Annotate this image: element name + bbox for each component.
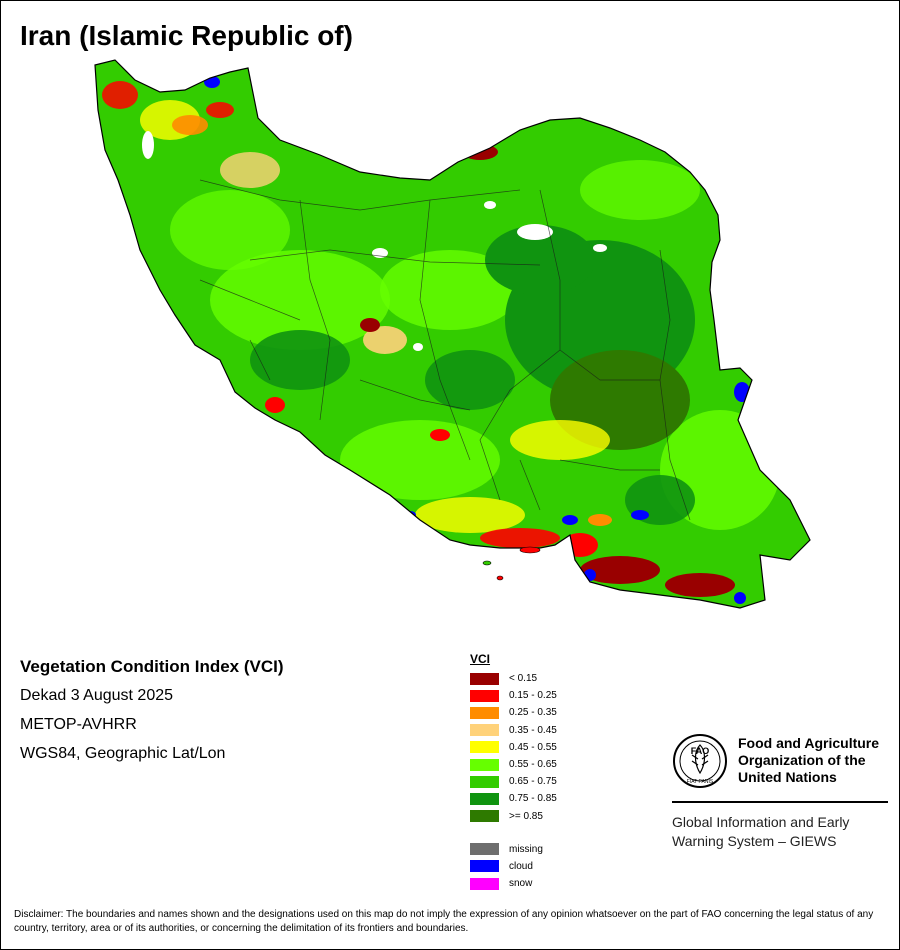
legend-swatch <box>470 689 499 702</box>
fao-name-line3: United Nations <box>738 769 837 785</box>
fao-name-line1: Food and Agriculture <box>738 735 880 751</box>
island <box>482 560 492 566</box>
legend-swatch <box>470 810 499 823</box>
legend-title: VCI <box>470 652 491 666</box>
legend-label: 0.25 - 0.35 <box>509 707 557 719</box>
legend-label: 0.75 - 0.85 <box>509 793 557 805</box>
legend-label: 0.45 - 0.55 <box>509 741 557 753</box>
legend-swatch <box>470 792 499 805</box>
legend-swatch <box>470 724 499 737</box>
divider <box>672 801 888 803</box>
fao-emblem-motto: FIAT PANIS <box>687 779 714 785</box>
island <box>496 575 504 581</box>
legend-swatch <box>470 672 499 685</box>
legend-label: cloud <box>509 860 533 872</box>
island <box>519 546 541 554</box>
country-boundary <box>94 59 811 609</box>
legend-item: 0.55 - 0.65 <box>470 756 557 773</box>
legend-item: < 0.15 <box>470 670 557 687</box>
fao-name: Food and Agriculture Organization of the… <box>738 735 898 786</box>
legend-label: < 0.15 <box>509 673 538 685</box>
giews-line2: Warning System – GIEWS <box>672 833 837 849</box>
fao-name-line2: Organization of the <box>738 752 866 768</box>
legend-swatch <box>470 843 499 856</box>
giews-label: Global Information and Early Warning Sys… <box>672 813 892 851</box>
fao-emblem-text: FAO <box>691 746 710 756</box>
legend-item: missing <box>470 841 557 858</box>
legend-item: 0.25 - 0.35 <box>470 704 557 721</box>
giews-line1: Global Information and Early <box>672 814 850 830</box>
legend-label: 0.55 - 0.65 <box>509 759 557 771</box>
legend-label: >= 0.85 <box>509 810 543 822</box>
legend-item: 0.75 - 0.85 <box>470 790 557 807</box>
legend-label: 0.15 - 0.25 <box>509 690 557 702</box>
legend-extra: missing cloud snow <box>470 841 557 893</box>
fao-logo-icon: FAO FIAT PANIS <box>673 734 727 788</box>
legend-swatch <box>470 775 499 788</box>
legend-swatch <box>470 741 499 754</box>
sensor-label: METOP-AVHRR <box>20 716 137 733</box>
legend-item: snow <box>470 875 557 892</box>
legend-swatch <box>470 860 499 873</box>
legend-item: 0.15 - 0.25 <box>470 687 557 704</box>
disclaimer: Disclaimer: The boundaries and names sho… <box>14 909 874 934</box>
legend: VCI < 0.15 0.15 - 0.25 0.25 - 0.35 0.35 - 0… <box>470 652 557 892</box>
legend-swatch <box>470 877 499 890</box>
legend-item: cloud <box>470 858 557 875</box>
legend-item: >= 0.85 <box>470 808 557 825</box>
legend-label: snow <box>509 878 533 890</box>
legend-item: 0.65 - 0.75 <box>470 773 557 790</box>
legend-label: 0.65 - 0.75 <box>509 776 557 788</box>
legend-classes: < 0.15 0.15 - 0.25 0.25 - 0.35 0.35 - 0.45 0… <box>470 670 557 825</box>
index-name: Vegetation Condition Index (VCI) <box>20 657 284 676</box>
projection-label: WGS84, Geographic Lat/Lon <box>20 745 226 762</box>
legend-swatch <box>470 758 499 771</box>
vci-map <box>94 59 811 609</box>
legend-item: 0.45 - 0.55 <box>470 739 557 756</box>
vci-raster <box>95 60 810 608</box>
legend-item: 0.35 - 0.45 <box>470 722 557 739</box>
legend-label: 0.35 - 0.45 <box>509 724 557 736</box>
period-label: Dekad 3 August 2025 <box>20 687 174 704</box>
map-info: Vegetation Condition Index (VCI) Dekad 3… <box>20 657 284 774</box>
map-title: Iran (Islamic Republic of) <box>20 20 353 51</box>
legend-label: missing <box>509 843 543 855</box>
legend-swatch <box>470 706 499 719</box>
